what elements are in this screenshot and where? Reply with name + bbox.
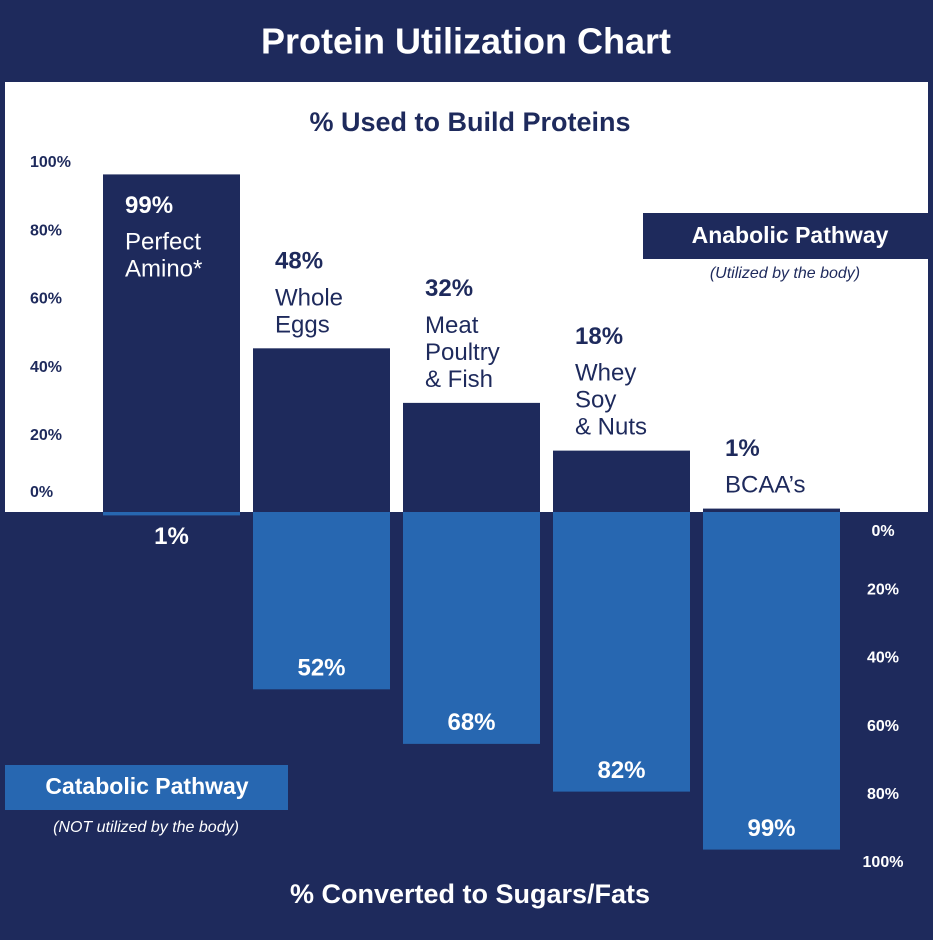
y-tick-label: 60%	[30, 291, 62, 308]
catabolic-label: Catabolic Pathway	[45, 773, 248, 799]
value-label: 82%	[597, 757, 645, 784]
value-label: 99%	[125, 192, 173, 219]
y-axis-title: % Used to Build Proteins	[309, 107, 630, 137]
catabolic-label-box	[5, 765, 288, 810]
chart-title: Protein Utilization Chart	[261, 21, 671, 62]
y2-tick-label: 100%	[863, 854, 904, 871]
value-label: 32%	[425, 275, 473, 302]
y-tick-label: 40%	[30, 359, 62, 376]
bar	[103, 512, 240, 516]
value-label: 52%	[297, 655, 345, 682]
bar	[253, 348, 390, 512]
anabolic-label: Anabolic Pathway	[692, 222, 889, 248]
category-label: Whole Eggs	[275, 285, 343, 339]
value-label: 18%	[575, 323, 623, 350]
anabolic-label-box	[643, 213, 928, 259]
anabolic-note: (Utilized by the body)	[710, 265, 860, 282]
y-tick-label: 0%	[30, 484, 53, 501]
category-label: BCAA’s	[725, 472, 805, 499]
bar	[703, 508, 840, 512]
bar	[553, 512, 690, 792]
y-tick-label: 20%	[30, 427, 62, 444]
value-label: 68%	[447, 709, 495, 736]
bar	[403, 512, 540, 744]
y2-axis-title: % Converted to Sugars/Fats	[290, 879, 650, 909]
y-tick-label: 80%	[30, 222, 62, 239]
value-label: 99%	[747, 815, 795, 842]
value-label: 1%	[154, 523, 189, 550]
bar	[403, 402, 540, 512]
category-label: Perfect Amino*	[125, 229, 202, 283]
catabolic-note: (NOT utilized by the body)	[53, 819, 239, 836]
value-label: 1%	[725, 435, 760, 462]
y-tick-label: 100%	[30, 154, 71, 171]
y2-tick-label: 20%	[867, 581, 899, 598]
category-label: Whey Soy & Nuts	[575, 360, 647, 441]
y2-tick-label: 80%	[867, 786, 899, 803]
bar	[103, 174, 240, 512]
bar	[703, 512, 840, 850]
y2-tick-label: 40%	[867, 650, 899, 667]
bar	[253, 512, 390, 690]
y2-tick-label: 0%	[871, 523, 894, 540]
y2-tick-label: 60%	[867, 718, 899, 735]
value-label: 48%	[275, 248, 323, 275]
category-label: Meat Poultry & Fish	[425, 312, 500, 393]
bar	[553, 450, 690, 512]
